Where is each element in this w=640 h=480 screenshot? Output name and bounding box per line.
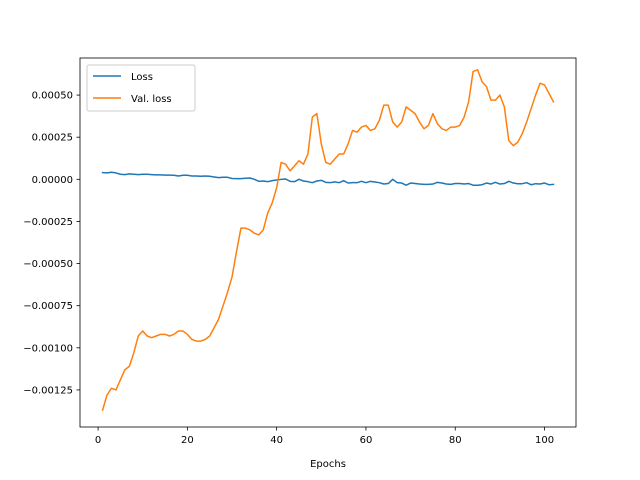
plot-lines xyxy=(101,69,555,412)
y-tick-label: 0.00000 xyxy=(32,175,73,186)
series-line-loss xyxy=(101,171,555,186)
x-tick-label: 40 xyxy=(270,435,283,446)
x-axis-label: Epochs xyxy=(310,459,346,470)
y-tick-label: −0.00075 xyxy=(23,301,73,312)
y-tick-label: −0.00025 xyxy=(23,217,73,228)
x-tick-label: 80 xyxy=(449,435,462,446)
axes-frame xyxy=(79,57,577,428)
x-axis-ticks: 0 20 40 60 80 100 xyxy=(95,427,554,446)
y-tick-label: 0.00025 xyxy=(32,133,73,144)
legend: Loss Val. loss xyxy=(86,64,196,112)
x-tick-label: 100 xyxy=(535,435,554,446)
y-tick-label: −0.00050 xyxy=(23,259,73,270)
x-tick-label: 20 xyxy=(181,435,194,446)
y-tick-label: −0.00125 xyxy=(23,385,73,396)
x-tick-label: 0 xyxy=(95,435,101,446)
legend-label-val-loss: Val. loss xyxy=(131,94,172,105)
y-tick-label: −0.00100 xyxy=(23,343,73,354)
y-axis-ticks: −0.00125 −0.00100 −0.00075 −0.00050 −0.00025… xyxy=(23,91,80,396)
y-tick-label: 0.00050 xyxy=(32,91,73,102)
x-tick-label: 60 xyxy=(360,435,373,446)
series-line-val-loss xyxy=(101,69,555,412)
legend-label-loss: Loss xyxy=(131,72,153,83)
